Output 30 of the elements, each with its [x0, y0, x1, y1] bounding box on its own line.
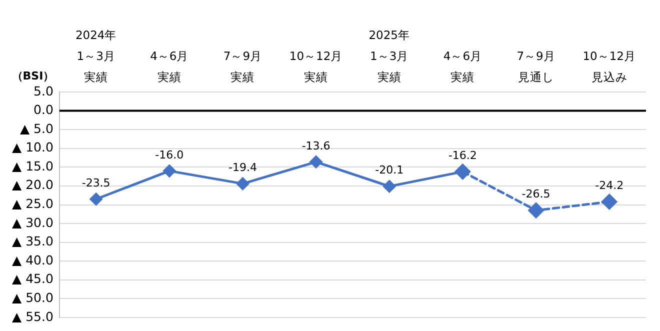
x-tick-label: 2025年1～3月実績 — [368, 28, 410, 84]
data-label: -19.4 — [228, 161, 257, 174]
y-tick-label: ▲ 25.0 — [12, 196, 54, 211]
y-tick-label: ▲ 55.0 — [12, 308, 54, 324]
y-tick-label: ▲ 20.0 — [12, 177, 54, 192]
x-tick-label: 10～12月見込み — [582, 49, 636, 84]
x-tick-label: 7～9月見通し — [516, 49, 556, 84]
y-tick-label: ▲ 35.0 — [12, 234, 54, 249]
y-tick-label: ▲ 45.0 — [12, 271, 54, 286]
data-label: -16.0 — [155, 148, 184, 162]
x-tick-label: 7～9月実績 — [223, 49, 262, 84]
y-axis-title: （BSI） — [12, 69, 54, 82]
y-tick-label: ▲ 10.0 — [12, 140, 54, 155]
y-tick-label: ▲ 50.0 — [12, 290, 54, 305]
data-label: -23.5 — [82, 176, 110, 190]
y-tick-label: ▲ 40.0 — [12, 252, 54, 268]
y-tick-label: 5.0 — [34, 83, 54, 98]
data-label: -16.2 — [448, 149, 477, 162]
x-tick-label: 2024年1～3月実績 — [75, 28, 117, 84]
x-tick-label: 4～6月実績 — [150, 49, 189, 84]
x-tick-label: 10～12月実績 — [289, 49, 343, 84]
data-label: -26.5 — [522, 188, 550, 201]
data-label: -24.2 — [595, 179, 624, 192]
y-tick-label: ▲ 5.0 — [20, 120, 54, 136]
data-label: -13.6 — [302, 139, 330, 152]
data-label: -20.1 — [375, 164, 404, 177]
y-tick-label: ▲ 15.0 — [12, 158, 54, 174]
y-tick-label: 0.0 — [34, 102, 54, 118]
x-tick-label: 4～6月実績 — [443, 49, 482, 84]
y-tick-label: ▲ 30.0 — [12, 214, 54, 230]
